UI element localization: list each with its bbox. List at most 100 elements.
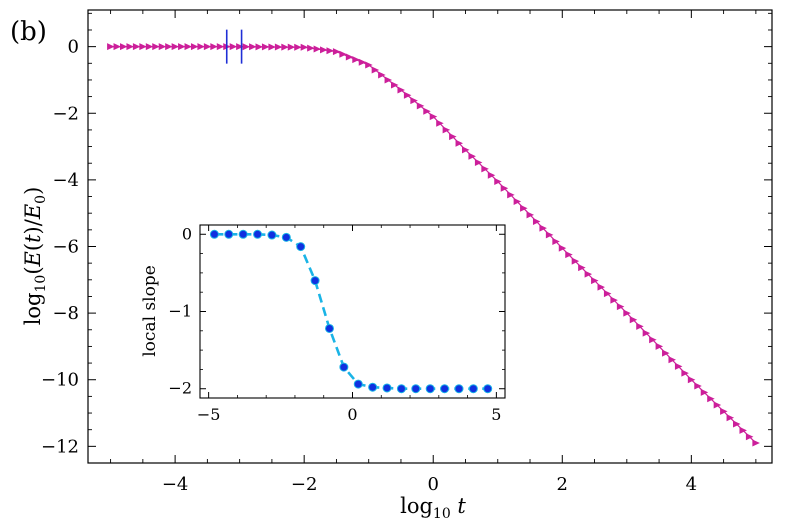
main-x-tick-label: 0 (427, 474, 438, 495)
main-series-marker (313, 45, 322, 53)
main-x-tick-label: −4 (162, 474, 189, 495)
inset-series-point (253, 229, 263, 239)
main-series-marker (332, 48, 341, 56)
inset-series-point (468, 384, 478, 394)
main-series-marker (255, 43, 263, 51)
main-series-marker (526, 211, 535, 219)
inset-series-point (267, 230, 277, 240)
main-series-marker (210, 43, 218, 51)
main-series-marker (391, 81, 399, 89)
inset-plot-frame (199, 224, 506, 399)
main-series-marker (410, 97, 418, 105)
main-series-marker (636, 322, 644, 330)
main-y-tick-label: −8 (52, 303, 79, 324)
main-series-marker (610, 296, 618, 304)
inset-series-point (483, 384, 493, 394)
main-series-marker (352, 56, 360, 64)
main-series-marker (713, 401, 722, 409)
main-series-marker (152, 43, 160, 51)
main-series-marker (119, 43, 128, 51)
inset-series-point (310, 276, 320, 286)
main-series-marker (733, 420, 741, 428)
main-y-tick-labels: 0 −2 −4 −6 −8 −10 −12 (41, 37, 79, 458)
main-series-marker (268, 43, 276, 51)
main-series-marker (320, 46, 328, 54)
main-series-marker (242, 43, 251, 51)
main-series-marker (190, 43, 199, 51)
main-y-tick-label: 0 (68, 37, 79, 58)
main-series-marker (649, 336, 657, 344)
main-series-marker (578, 264, 586, 272)
main-series-marker (603, 290, 612, 298)
inset-series-point (411, 384, 421, 394)
main-vertical-markers (225, 29, 243, 64)
main-series-marker (339, 50, 347, 58)
main-series-marker (552, 238, 560, 245)
main-y-tick-label: −4 (52, 170, 79, 191)
main-y-axis-title: log10(E(t)/E0) (21, 187, 49, 326)
main-series-marker (429, 113, 438, 121)
main-series-marker (623, 309, 631, 317)
inset-series-point (339, 362, 349, 372)
main-plot: −4 −2 0 2 4 0 −2 −4 −6 −8 −10 −12 (41, 9, 773, 495)
inset-x-tick-label: 5 (491, 405, 501, 424)
inset-series (209, 229, 493, 394)
main-y-tick-label: −2 (52, 103, 79, 124)
inset-y-tick-label: −2 (168, 379, 192, 398)
main-series-marker (378, 71, 386, 79)
inset-series-point (454, 384, 464, 394)
inset-series-point (368, 382, 378, 392)
main-series-marker (565, 251, 573, 259)
main-series-marker (545, 231, 554, 239)
main-series-marker (397, 86, 405, 94)
main-series-marker (591, 277, 599, 285)
main-series-marker (113, 43, 122, 51)
main-series-marker (655, 342, 664, 350)
main-series-marker (487, 171, 496, 179)
main-series-marker (668, 356, 676, 364)
main-series-marker (436, 119, 444, 127)
main-x-tick-label: −2 (291, 474, 318, 495)
main-series-marker (520, 204, 528, 212)
main-y-tick-label: −12 (41, 436, 79, 457)
inset-series-point (425, 384, 435, 394)
main-series-marker (468, 152, 476, 160)
main-series-marker (326, 47, 334, 55)
main-series-marker (455, 139, 464, 147)
main-series-marker (145, 43, 154, 51)
main-series-marker (616, 303, 625, 311)
main-x-tick-label: 4 (686, 474, 697, 495)
main-x-tick-label: 2 (557, 474, 568, 495)
main-series-marker (281, 43, 289, 51)
main-series-marker (449, 133, 457, 141)
main-series-marker (300, 43, 309, 51)
inset-y-tick-label: 0 (182, 224, 192, 243)
main-series-marker (371, 66, 380, 74)
main-series-marker (739, 426, 747, 434)
main-series-marker (197, 43, 205, 51)
main-series-marker (507, 191, 515, 199)
inset-y-tick-labels: 0 −1 −2 (168, 224, 192, 397)
main-series-marker (597, 283, 605, 291)
main-series-marker (158, 43, 167, 51)
main-y-tick-label: −10 (41, 370, 79, 391)
main-series-marker (416, 102, 425, 110)
inset-x-tick-label: 0 (347, 405, 357, 424)
inset-series-point (281, 232, 291, 242)
main-series-marker (642, 329, 651, 337)
main-series-marker (126, 43, 134, 51)
main-series-marker (442, 126, 451, 134)
main-series-marker (274, 43, 283, 51)
main-series-marker (513, 198, 522, 206)
main-series-marker (403, 91, 412, 99)
main-series-marker (165, 43, 173, 51)
main-series-marker (365, 61, 373, 69)
main-series-marker (694, 382, 702, 390)
main-y-tick-label: −6 (52, 236, 79, 257)
main-series-marker (687, 376, 696, 384)
main-series-marker (216, 43, 225, 51)
main-series-marker (184, 43, 193, 51)
inset-series-point (209, 229, 219, 239)
main-series-marker (178, 43, 186, 51)
